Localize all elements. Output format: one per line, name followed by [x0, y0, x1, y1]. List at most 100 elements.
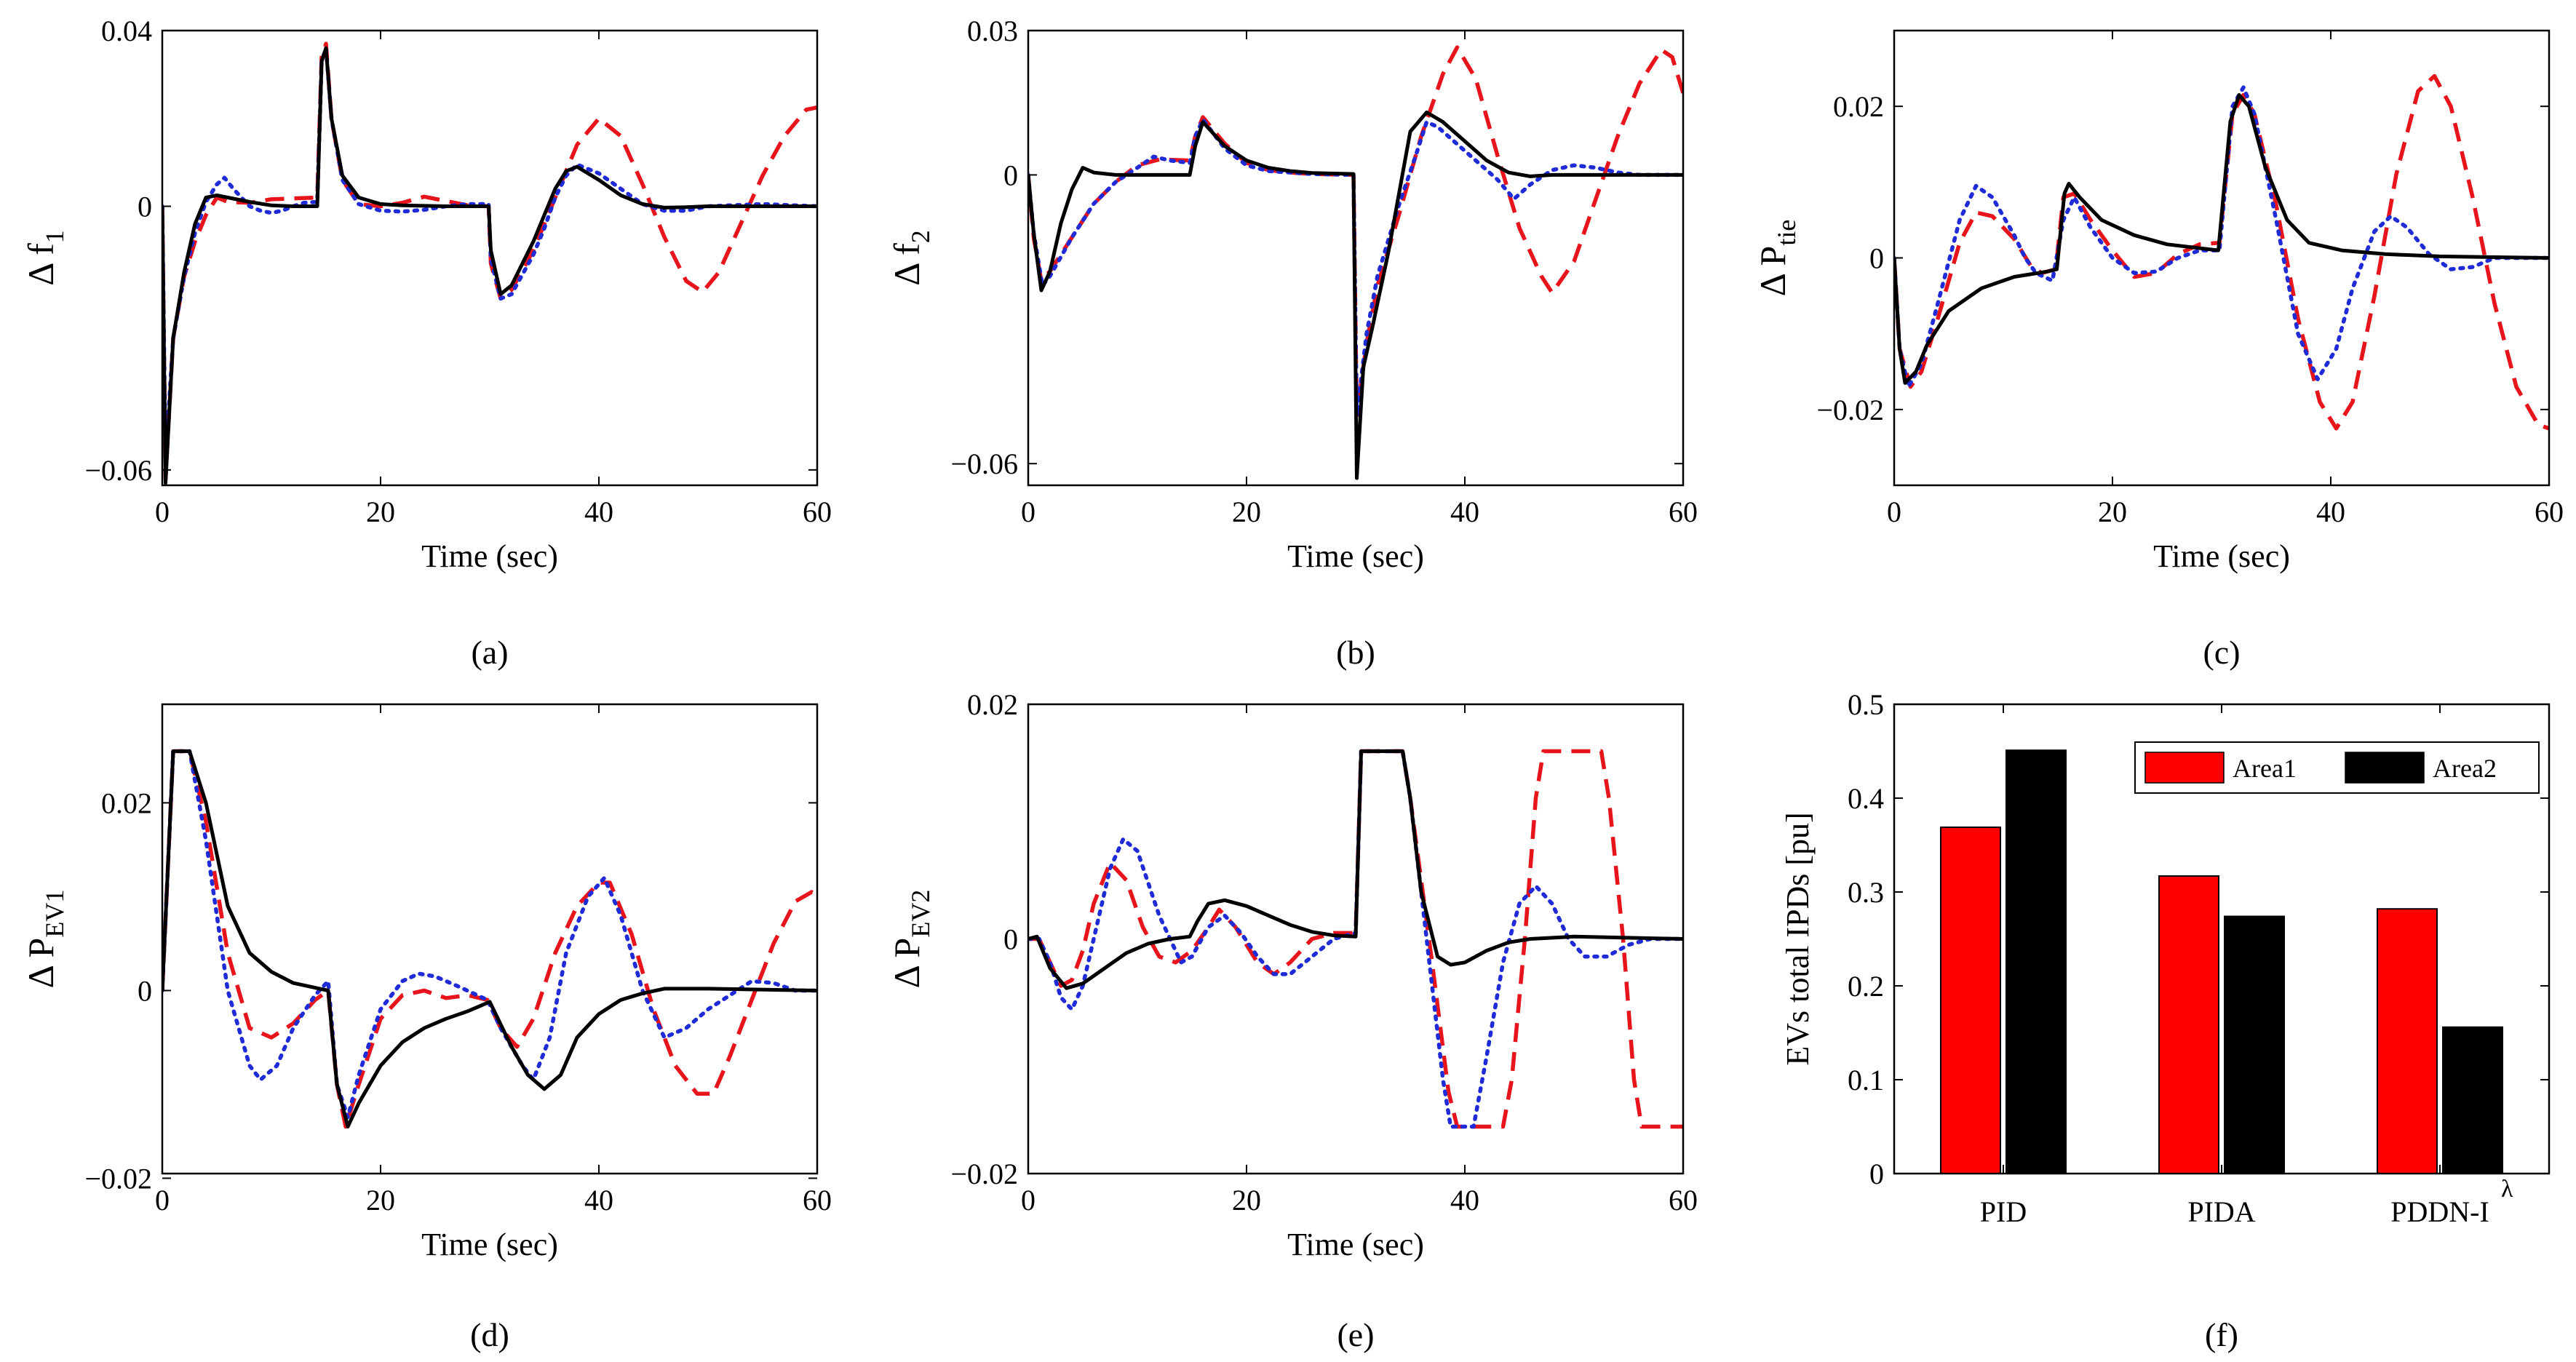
- y-tick-label: 0: [1869, 1158, 1884, 1190]
- axes-box: [161, 703, 819, 1175]
- x-tick-label: 40: [1450, 1184, 1479, 1216]
- y-tick-label: −0.02: [950, 1158, 1018, 1190]
- x-tick-label: 40: [2316, 495, 2345, 528]
- y-tick-label: −0.06: [950, 447, 1018, 480]
- y-tick-label: 0: [1003, 923, 1018, 956]
- panel-caption: (c): [2203, 634, 2240, 671]
- x-tick-label: 20: [366, 1184, 395, 1216]
- category-label: PIDA: [2187, 1195, 2255, 1228]
- y-axis-label: Δ PEV1: [20, 890, 69, 989]
- legend-swatch-area1: [2144, 752, 2225, 784]
- axes-box: [1027, 29, 1685, 487]
- legend-label-area2: Area2: [2433, 754, 2497, 783]
- series-line-black-solid: [162, 46, 817, 485]
- series-line-black-solid: [162, 749, 817, 1128]
- series-line-red-dashed: [1028, 749, 1683, 1129]
- x-tick-label: 60: [803, 1184, 832, 1216]
- y-tick-label: 0.5: [1848, 688, 1884, 721]
- y-axis-label-main: Δ P: [886, 938, 927, 989]
- y-axis-label-subscript: tie: [1772, 220, 1801, 246]
- panel-caption: (d): [470, 1316, 509, 1353]
- x-axis-label: Time (sec): [421, 538, 558, 574]
- x-axis-label: Time (sec): [421, 1227, 558, 1262]
- legend-label-area1: Area1: [2233, 754, 2297, 783]
- y-tick-label: 0.03: [967, 15, 1018, 47]
- panel-caption: (b): [1336, 634, 1375, 671]
- x-tick-label: 20: [366, 495, 395, 528]
- bar-area1-pddn-i: [2377, 908, 2438, 1174]
- x-tick-label: 20: [2098, 495, 2127, 528]
- category-label: PID: [1980, 1195, 2027, 1228]
- y-axis-label-main: Δ f: [886, 243, 927, 286]
- x-tick-label: 60: [1669, 1184, 1698, 1216]
- y-tick-label: 0: [138, 974, 152, 1007]
- x-tick-label: 0: [1021, 1184, 1035, 1216]
- x-tick-label: 0: [1021, 495, 1035, 528]
- x-axis-label: Time (sec): [1287, 538, 1424, 574]
- y-axis-label-subscript: 2: [906, 230, 935, 243]
- x-tick-label: 60: [803, 495, 832, 528]
- x-tick-label: 20: [1232, 1184, 1261, 1216]
- bar-area2-pida: [2224, 915, 2285, 1175]
- panel-f: PID PIDA PDDN-I λ 0 0.1 0.2 0.3 0.4 0.5 EVs total …: [1780, 688, 2551, 1353]
- plot-background: [162, 704, 817, 1174]
- y-axis-label: EVs total IPDs [pu]: [1780, 812, 1816, 1065]
- y-tick-label: 0.4: [1848, 782, 1884, 815]
- series-line-blue-dotted: [1894, 85, 2549, 389]
- y-tick-label: 0.04: [101, 15, 152, 47]
- y-tick-label: 0.2: [1848, 970, 1884, 1003]
- panel-c: 0 20 40 60 −0.02 0 0.02 Time (sec) Δ Ptie (c): [1752, 29, 2564, 671]
- y-tick-label: −0.02: [1816, 394, 1884, 426]
- x-tick-label: 40: [1450, 495, 1479, 528]
- series-line-blue-dotted: [1028, 749, 1683, 1129]
- bar-area2-pddn-i: [2442, 1026, 2503, 1175]
- y-tick-label: 0.02: [101, 786, 152, 819]
- y-tick-label: 0.02: [967, 688, 1018, 721]
- y-axis-label-subscript: 1: [40, 230, 69, 243]
- series-line-red-dashed: [162, 41, 817, 481]
- series-line-black-solid: [1894, 93, 2549, 385]
- annotation-mark: λ: [2501, 1176, 2513, 1203]
- x-axis-label: Time (sec): [2153, 538, 2290, 574]
- x-tick-label: 40: [584, 495, 613, 528]
- x-tick-label: 40: [584, 1184, 613, 1216]
- x-axis-label: Time (sec): [1287, 1227, 1424, 1262]
- panel-caption: (f): [2205, 1316, 2238, 1353]
- y-tick-label: 0.02: [1833, 90, 1884, 123]
- y-axis-label-main: Δ f: [20, 243, 61, 286]
- series-line-red-dashed: [162, 749, 817, 1129]
- y-tick-label: −0.02: [84, 1162, 152, 1195]
- y-axis-label: Δ f2: [886, 230, 935, 286]
- bar-area1-pid: [1940, 826, 2001, 1174]
- y-axis-label: Δ Ptie: [1752, 220, 1801, 297]
- y-tick-label: −0.06: [84, 454, 152, 487]
- y-axis-label-subscript: EV1: [40, 890, 69, 938]
- plot-background: [1028, 704, 1683, 1174]
- x-tick-label: 60: [2535, 495, 2564, 528]
- bar-area2-pid: [2005, 749, 2067, 1174]
- series-line-blue-dotted: [162, 46, 817, 463]
- y-axis-label-main: Δ P: [1752, 246, 1793, 297]
- y-axis-label-subscript: EV2: [906, 890, 935, 938]
- y-tick-label: 0: [138, 191, 152, 223]
- legend: Area1 Area2: [2134, 741, 2540, 794]
- legend-swatch-area2: [2345, 752, 2425, 784]
- x-tick-label: 0: [155, 495, 170, 528]
- y-tick-label: 0.1: [1848, 1064, 1884, 1096]
- y-tick-label: 0: [1869, 242, 1884, 275]
- bar-area1-pida: [2158, 875, 2219, 1174]
- series-line-blue-dotted: [162, 749, 817, 1120]
- series-line-black-solid: [1028, 749, 1683, 990]
- category-label: PDDN-I: [2390, 1195, 2489, 1228]
- y-axis-label: Δ PEV2: [886, 890, 935, 989]
- panel-caption: (e): [1337, 1316, 1374, 1353]
- y-axis-label: Δ f1: [20, 230, 69, 286]
- x-tick-label: 60: [1669, 495, 1698, 528]
- axes-box: [1893, 703, 2551, 1175]
- panel-caption: (a): [471, 634, 508, 671]
- x-tick-label: 20: [1232, 495, 1261, 528]
- y-tick-label: 0: [1003, 159, 1018, 191]
